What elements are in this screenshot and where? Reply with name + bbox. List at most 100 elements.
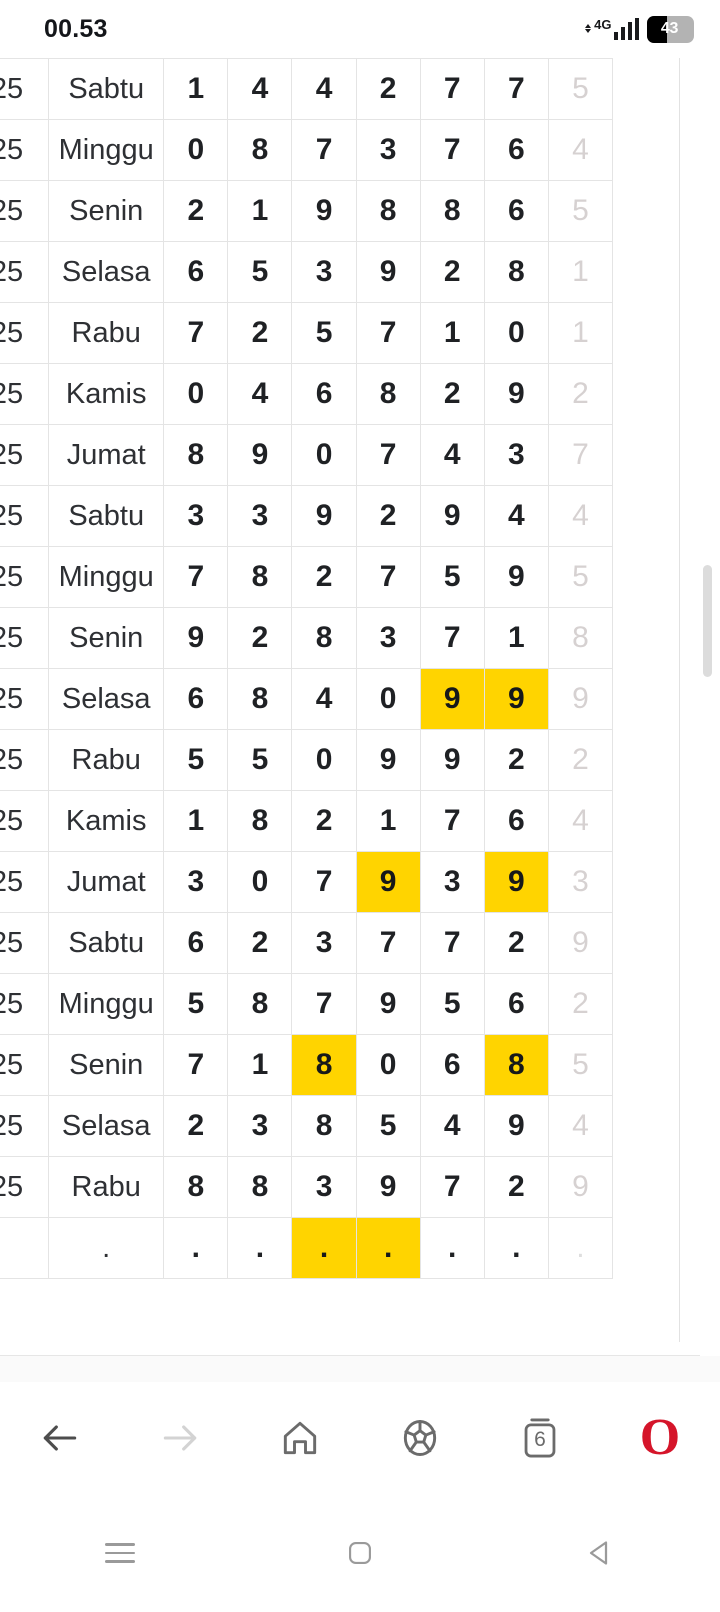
table-row: 25Senin9283718 (0, 607, 614, 669)
cell-digit: 9 (419, 668, 485, 730)
tabs-button[interactable]: 6 (480, 1382, 600, 1494)
cell-day: Rabu (48, 1156, 165, 1218)
cell-digit: 9 (355, 729, 421, 791)
table-row: 25Minggu0873764 (0, 119, 614, 181)
cell-digit: 4 (291, 668, 357, 730)
cell-digit: 7 (291, 973, 357, 1035)
cell-digit: 8 (227, 668, 293, 730)
cell-result: 9 (547, 912, 614, 974)
cell-digit: 7 (355, 302, 421, 364)
opera-menu-button[interactable]: O (600, 1382, 720, 1494)
cell-digit: 8 (419, 180, 485, 242)
cell-result: 4 (547, 485, 614, 547)
cell-digit: 7 (419, 119, 485, 181)
cell-digit: 6 (163, 241, 229, 303)
arrow-left-icon (43, 1425, 77, 1451)
back-button-android[interactable] (480, 1494, 720, 1612)
forward-button[interactable] (120, 1382, 240, 1494)
cell-digit: 2 (355, 485, 421, 547)
battery-icon: 43 (647, 15, 694, 43)
table-body: 25Sabtu144277525Minggu087376425Senin2198… (0, 58, 614, 1279)
cell-digit: 8 (227, 1156, 293, 1218)
cell-digit: 7 (419, 58, 485, 120)
cell-digit: 0 (291, 424, 357, 486)
back-button[interactable] (0, 1382, 120, 1494)
cell-digit: 4 (291, 58, 357, 120)
cell-digit: 5 (227, 241, 293, 303)
table-row: 25Rabu8839729 (0, 1156, 614, 1218)
cell-digit: 9 (483, 546, 549, 608)
cell-digit: 3 (227, 1095, 293, 1157)
table-row: 25Minggu7827595 (0, 546, 614, 608)
web-page-content: 25Sabtu144277525Minggu087376425Senin2198… (0, 58, 680, 1342)
cell-digit: 1 (355, 790, 421, 852)
cell-day: Selasa (48, 668, 165, 730)
cell-digit: 0 (163, 363, 229, 425)
home-button[interactable] (240, 1382, 360, 1494)
recents-icon (105, 1537, 135, 1569)
table-row: 25Senin2198865 (0, 180, 614, 242)
cell-result: 4 (547, 119, 614, 181)
table-row: 25Sabtu3392944 (0, 485, 614, 547)
cell-day: Sabtu (48, 58, 165, 120)
cell-digit: 3 (419, 851, 485, 913)
cell-digit: 8 (291, 1034, 357, 1096)
table-row: 25Rabu7257101 (0, 302, 614, 364)
table-row: 25Selasa2385494 (0, 1095, 614, 1157)
cell-digit: 6 (483, 973, 549, 1035)
page-scrollbar[interactable] (703, 565, 712, 677)
recents-button[interactable] (0, 1494, 240, 1612)
cell-digit: 2 (227, 912, 293, 974)
discover-button[interactable] (360, 1382, 480, 1494)
home-button-android[interactable] (240, 1494, 480, 1612)
cell-result: 8 (547, 607, 614, 669)
cell-digit: 7 (483, 58, 549, 120)
cell-digit: 8 (227, 790, 293, 852)
cell-digit: 6 (163, 912, 229, 974)
cell-digit: 3 (163, 485, 229, 547)
cell-digit: 8 (483, 241, 549, 303)
cell-digit: 5 (419, 546, 485, 608)
cell-digit: 9 (355, 851, 421, 913)
cell-date: 25 (0, 485, 50, 547)
cell-digit: 1 (227, 1034, 293, 1096)
cell-digit: 9 (483, 851, 549, 913)
cell-digit: 3 (227, 485, 293, 547)
cell-result: 1 (547, 302, 614, 364)
table-row: 25Selasa6840999 (0, 668, 614, 730)
cell-date: 25 (0, 729, 50, 791)
cell-day: Sabtu (48, 912, 165, 974)
cell-digit: 6 (291, 363, 357, 425)
cell-digit: 2 (483, 729, 549, 791)
cell-digit: 2 (163, 180, 229, 242)
cell-digit: 2 (483, 1156, 549, 1218)
cell-digit: 3 (483, 424, 549, 486)
cell-day: Jumat (48, 424, 165, 486)
cell-digit: 5 (355, 1095, 421, 1157)
cell-day: Senin (48, 180, 165, 242)
cell-date (0, 1217, 50, 1279)
cell-digit: 6 (483, 180, 549, 242)
cell-result: 2 (547, 729, 614, 791)
cell-digit: . (355, 1217, 421, 1279)
cell-digit: 8 (227, 973, 293, 1035)
cell-result: 5 (547, 180, 614, 242)
cell-result: 2 (547, 973, 614, 1035)
cell-day: Sabtu (48, 485, 165, 547)
cell-digit: . (291, 1217, 357, 1279)
cell-digit: 5 (227, 729, 293, 791)
cell-digit: 2 (291, 790, 357, 852)
cell-digit: 3 (291, 912, 357, 974)
cell-digit: 7 (419, 1156, 485, 1218)
cell-day: Kamis (48, 790, 165, 852)
cell-digit: 3 (163, 851, 229, 913)
cell-digit: 8 (163, 1156, 229, 1218)
cell-result: 9 (547, 668, 614, 730)
cell-date: 25 (0, 1034, 50, 1096)
cell-digit: 2 (227, 607, 293, 669)
network-indicator: 4G (585, 18, 639, 40)
cell-digit: 9 (355, 241, 421, 303)
cell-result: . (547, 1217, 614, 1279)
cell-digit: 9 (419, 729, 485, 791)
cell-digit: 2 (419, 241, 485, 303)
